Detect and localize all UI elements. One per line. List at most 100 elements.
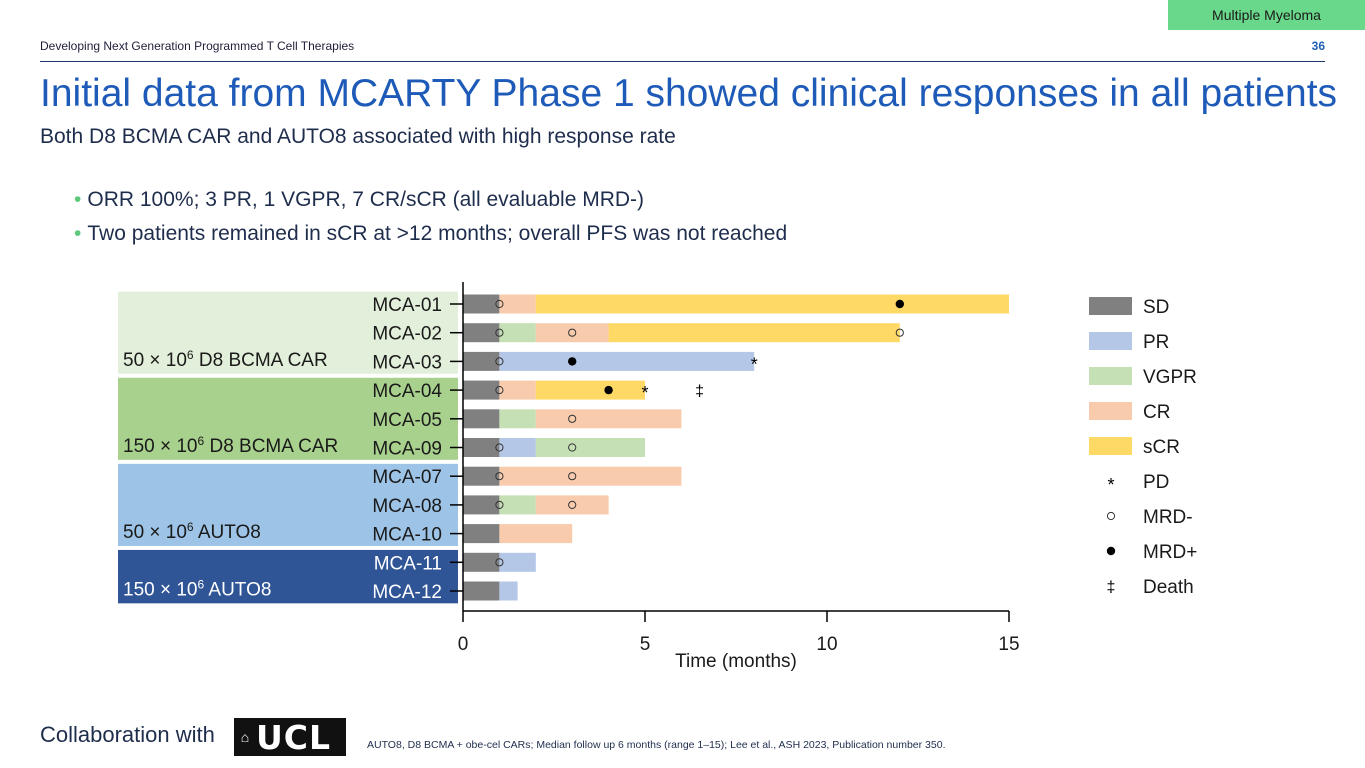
portico-icon: ⌂ — [240, 729, 250, 745]
bar-segment-sd — [463, 524, 500, 544]
bar-segment-vgpr — [535, 438, 645, 457]
slide-title: Initial data from MCARTY Phase 1 showed … — [40, 72, 1338, 115]
patient-label: MCA-10 — [372, 525, 442, 546]
patient-label: MCA-08 — [372, 496, 442, 517]
mrd-negative-marker — [568, 472, 577, 481]
bar-segment-sd — [463, 581, 500, 601]
legend-swatch-cr — [1089, 402, 1132, 420]
group-label-name: D8 BCMA CAR — [204, 436, 338, 457]
mrd-positive-marker — [604, 385, 613, 395]
group-label: 50 × 106 AUTO8 — [123, 520, 261, 543]
mrd-negative-marker — [495, 357, 504, 366]
pd-marker: * — [751, 354, 758, 374]
bar-segment-pr — [499, 351, 755, 371]
group-label-sup: 6 — [198, 577, 205, 591]
legend-mrd-negative-icon — [1106, 511, 1116, 521]
mrd-negative-marker — [495, 443, 504, 452]
legend-swatch-pr — [1089, 332, 1132, 350]
patient-label: MCA-07 — [372, 467, 442, 488]
bullet-list: • ORR 100%; 3 PR, 1 VGPR, 7 CR/sCR (all e… — [74, 183, 787, 251]
bar-segment-vgpr — [499, 323, 536, 343]
group-label: 150 × 106 D8 BCMA CAR — [123, 434, 338, 457]
x-tick-label: 15 — [998, 634, 1019, 655]
bar-segment-cr — [499, 524, 573, 544]
section-tag: Multiple Myeloma — [1168, 0, 1365, 30]
legend-swatch-scr — [1089, 437, 1132, 455]
mrd-negative-marker — [495, 500, 504, 509]
mrd-negative-marker — [895, 328, 904, 337]
bar-segment-cr — [499, 380, 536, 400]
bar-segment-sd — [463, 351, 500, 371]
legend-label: Death — [1143, 577, 1194, 598]
legend-label: PR — [1143, 332, 1169, 353]
group-panel — [118, 463, 458, 546]
bar-segment-pr — [499, 581, 518, 601]
legend-label: MRD+ — [1143, 542, 1197, 563]
legend-death-icon: ‡ — [1107, 579, 1116, 596]
bar-segment-sd — [463, 438, 500, 457]
x-tick-label: 10 — [816, 634, 837, 655]
patient-label: MCA-09 — [372, 439, 442, 460]
group-panel — [118, 377, 458, 460]
death-marker: ‡ — [695, 383, 704, 400]
mrd-negative-marker — [495, 328, 504, 337]
bullet-text: ORR 100%; 3 PR, 1 VGPR, 7 CR/sCR (all ev… — [87, 188, 645, 211]
mrd-positive-marker — [568, 357, 577, 366]
patient-label: MCA-05 — [372, 410, 442, 431]
bar-segment-scr — [535, 294, 1009, 314]
group-label-sup: 6 — [187, 348, 194, 362]
header-title: Developing Next Generation Programmed T … — [40, 39, 355, 53]
legend-label: SD — [1143, 297, 1169, 318]
group-label: 150 × 106 AUTO8 — [123, 577, 271, 600]
patient-label: MCA-11 — [374, 553, 442, 574]
bar-segment-sd — [463, 552, 500, 572]
legend-label: MRD- — [1143, 507, 1193, 528]
x-tick-label: 0 — [458, 634, 469, 655]
bar-segment-pr — [499, 438, 536, 457]
bar-segment-vgpr — [499, 409, 536, 429]
group-label-base: 150 × 10 — [123, 579, 198, 600]
bullet-item: • ORR 100%; 3 PR, 1 VGPR, 7 CR/sCR (all e… — [74, 183, 787, 217]
bar-segment-cr — [535, 323, 609, 343]
group-label-name: AUTO8 — [204, 579, 271, 600]
group-panel — [118, 291, 458, 374]
group-panel — [118, 549, 458, 604]
legend-swatch-sd — [1089, 297, 1132, 315]
x-tick-label: 5 — [640, 634, 651, 655]
legend-swatch-vgpr — [1089, 367, 1132, 385]
legend-label: VGPR — [1143, 367, 1197, 388]
legend-pd-icon: * — [1107, 475, 1114, 495]
bar-segment-sd — [463, 409, 500, 429]
bar-segment-sd — [463, 466, 500, 486]
mrd-negative-marker — [495, 299, 504, 309]
mrd-negative-marker — [568, 500, 577, 509]
group-label-name: AUTO8 — [194, 522, 261, 543]
mrd-positive-marker — [895, 299, 904, 309]
legend-mrd-positive-icon — [1106, 546, 1116, 556]
patient-label: MCA-04 — [372, 381, 442, 402]
bar-segment-cr — [535, 409, 682, 429]
slide-subtitle: Both D8 BCMA CAR and AUTO8 associated wi… — [40, 125, 676, 148]
collaboration-label: Collaboration with — [40, 722, 215, 747]
bar-segment-sd — [463, 294, 500, 314]
bar-segment-cr — [499, 466, 682, 486]
bullet-dot-icon: • — [74, 222, 82, 245]
mrd-negative-marker — [495, 558, 504, 567]
bullet-item: • Two patients remained in sCR at >12 mon… — [74, 217, 787, 251]
bullet-dot-icon: • — [74, 188, 82, 211]
bar-segment-sd — [463, 323, 500, 343]
legend-label: PD — [1143, 472, 1169, 493]
footnote: AUTO8, D8 BCMA + obe-cel CARs; Median fo… — [367, 739, 946, 751]
ucl-logo: ⌂ UCL — [234, 718, 346, 757]
bar-segment-cr — [499, 294, 536, 314]
group-label-sup: 6 — [198, 434, 205, 448]
bar-segment-pr — [499, 552, 536, 572]
mrd-negative-marker — [568, 328, 577, 337]
patient-label: MCA-02 — [372, 324, 442, 345]
group-label-name: D8 BCMA CAR — [194, 350, 328, 371]
group-label-sup: 6 — [187, 520, 194, 534]
group-label-base: 150 × 10 — [123, 436, 198, 457]
bullet-text: Two patients remained in sCR at >12 mont… — [87, 222, 788, 245]
page-number: 36 — [1311, 39, 1325, 53]
